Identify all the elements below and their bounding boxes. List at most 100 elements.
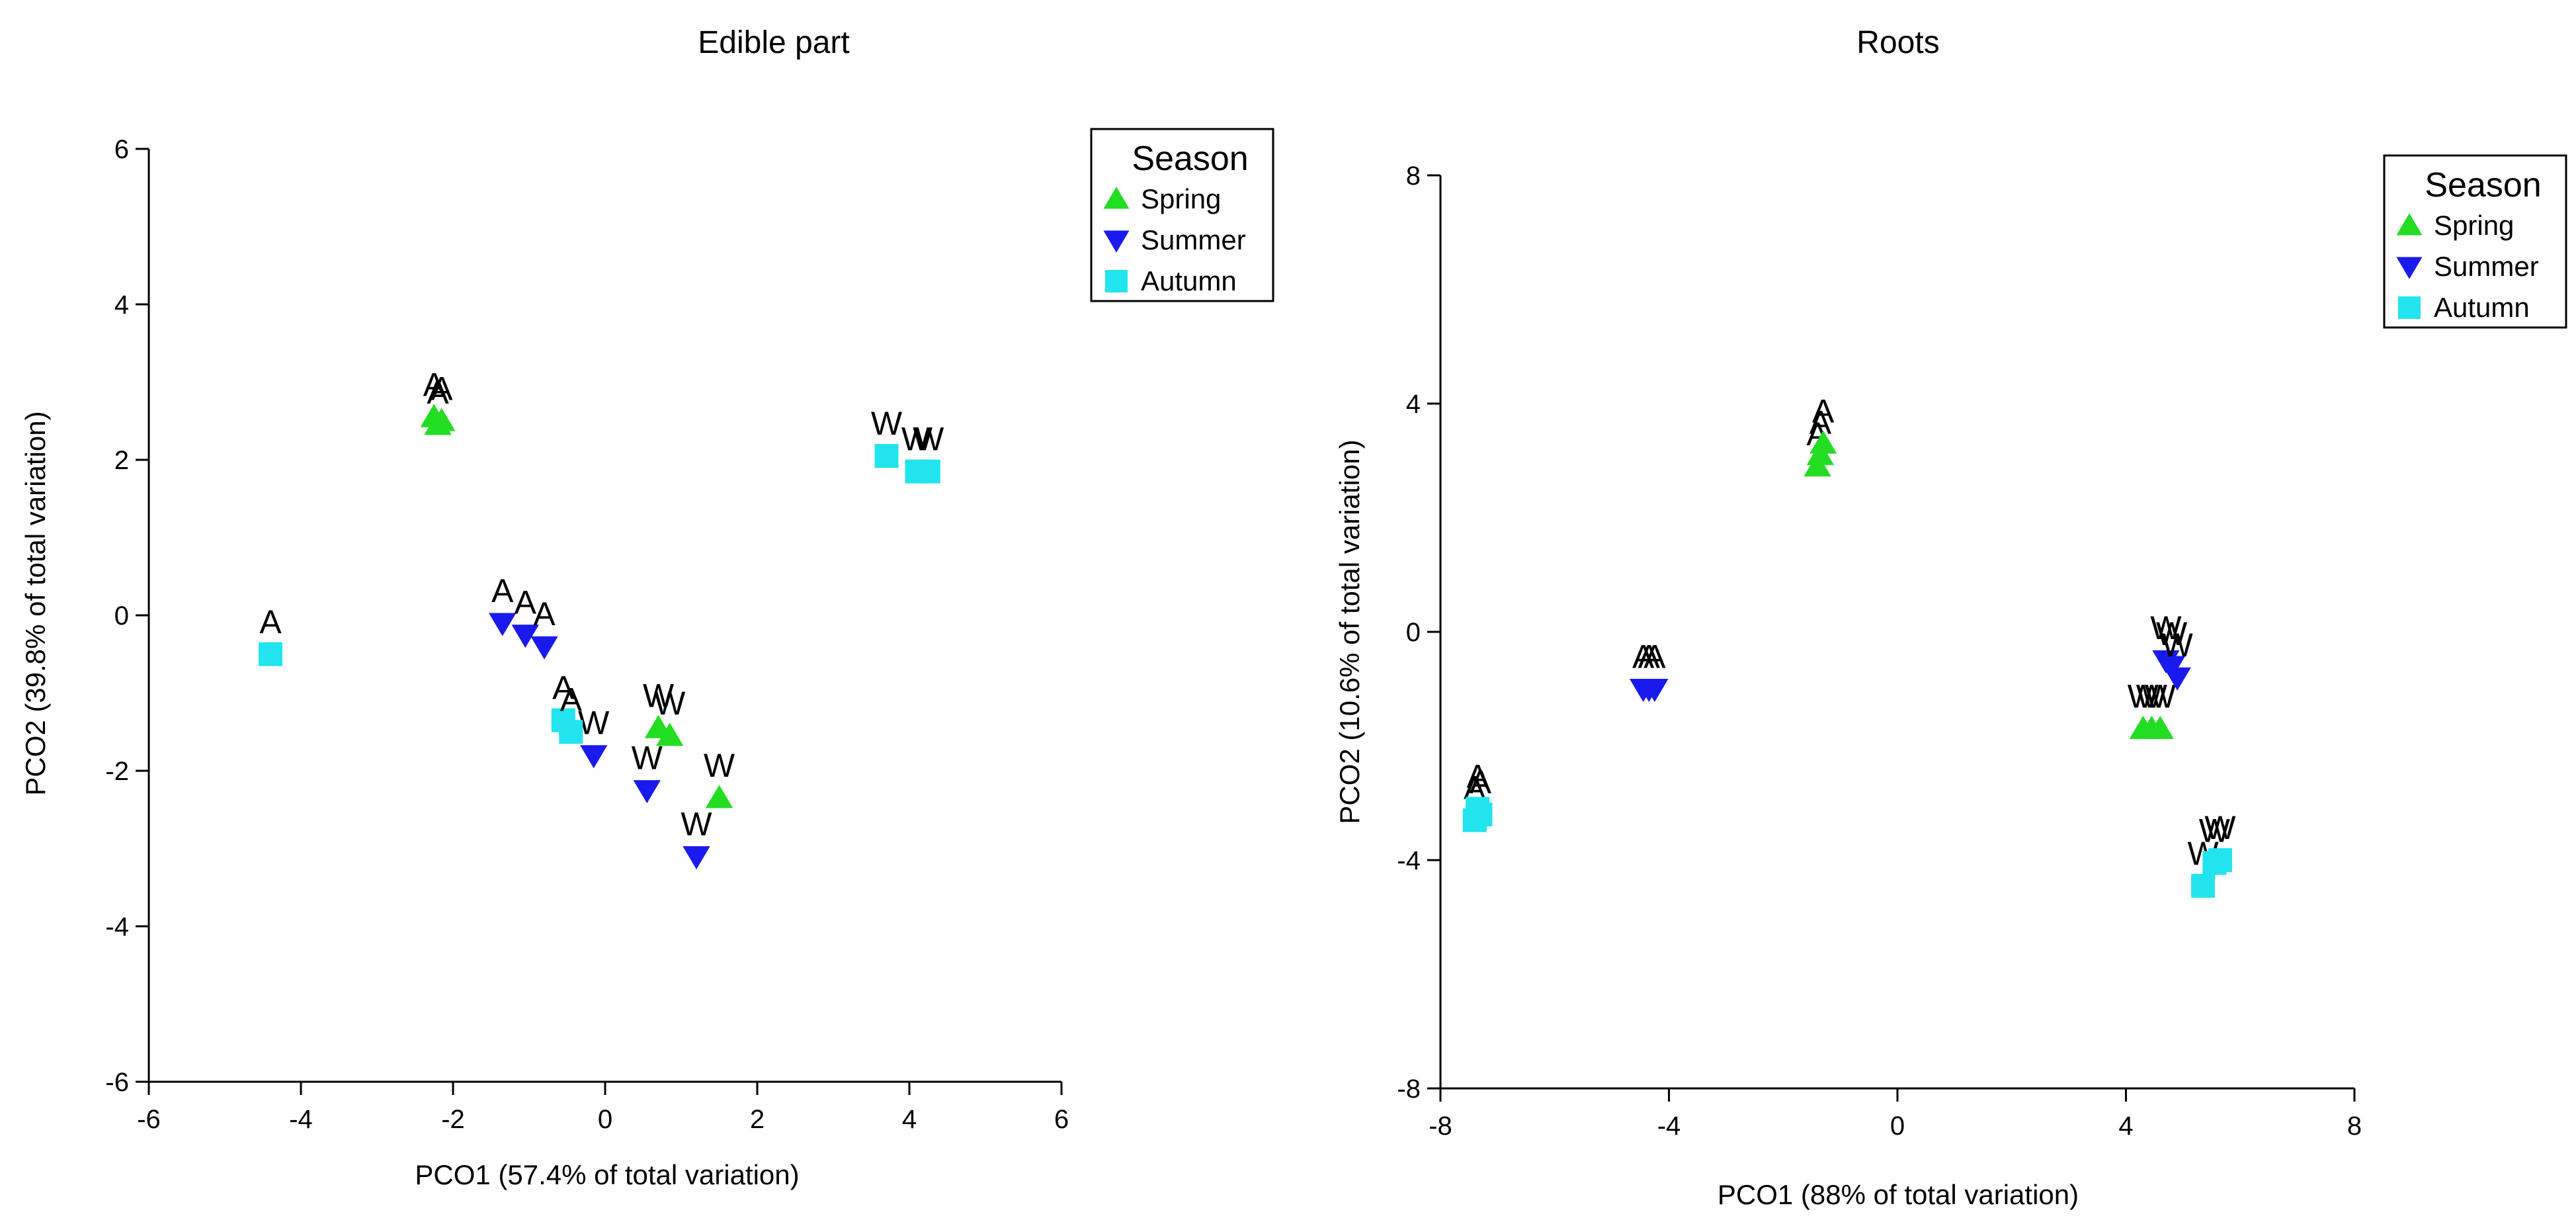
data-point (633, 780, 661, 804)
x-axis-title: PCO1 (88% of total variation) (1718, 1179, 2079, 1210)
legend-marker (1103, 230, 1130, 253)
legend: Season Spring Summer Autumn (1090, 128, 1274, 302)
y-tick-label: -8 (1397, 1074, 1421, 1104)
point-label: W (2156, 615, 2188, 652)
point-label: W (2199, 812, 2231, 849)
legend: Season Spring Summer Autumn (2383, 154, 2567, 329)
point-label: A (1812, 392, 1835, 429)
point-label: A (515, 584, 537, 621)
x-tick-label: 4 (902, 1105, 917, 1134)
point-label: W (2128, 678, 2159, 715)
legend-marker (2398, 296, 2421, 319)
legend-label: Spring (1141, 183, 1221, 214)
point-label: W (901, 421, 933, 458)
point-label: W (578, 705, 610, 742)
point-label: W (632, 739, 663, 776)
point-label: W (654, 685, 686, 722)
data-point (428, 408, 456, 431)
data-point (2163, 667, 2191, 691)
legend-marker (1105, 270, 1128, 292)
point-label: W (643, 677, 675, 714)
data-point (559, 720, 583, 744)
point-label: A (552, 670, 575, 707)
y-axis-title: PCO2 (39.8% of total variation) (20, 411, 51, 795)
y-tick-label: 4 (1406, 390, 1421, 419)
y-axis-title: PCO2 (10.6% of total variation) (1334, 439, 1365, 824)
point-label: A (491, 572, 514, 609)
point-label: W (2204, 809, 2236, 846)
data-point (511, 625, 539, 648)
axes: -8 -4 0 4 8 -8 -4 0 4 8 (1397, 161, 2362, 1141)
point-label: A (1643, 638, 1666, 675)
axes: -6 -4 -2 0 2 4 6 -6 -4 -2 0 2 4 6 (105, 135, 1069, 1134)
point-label: W (871, 405, 903, 442)
x-axis-title: PCO1 (57.4% of total variation) (415, 1159, 799, 1190)
legend-marker (2396, 257, 2423, 279)
data-point (2146, 715, 2175, 739)
data-point (1468, 803, 1493, 826)
point-label: A (423, 366, 446, 403)
point-label: W (2145, 678, 2177, 715)
point-label: W (681, 805, 712, 842)
point-label: A (1638, 638, 1661, 675)
x-tick-label: -6 (137, 1105, 161, 1134)
y-tick-label: -2 (105, 757, 129, 786)
y-tick-label: -6 (105, 1068, 129, 1097)
legend-label: Summer (1141, 224, 1246, 255)
chart-title: Edible part (698, 25, 849, 60)
x-tick-label: 6 (1054, 1105, 1069, 1134)
y-tick-label: 8 (1406, 161, 1421, 191)
legend-title: Season (1132, 140, 1248, 178)
point-label: W (2162, 627, 2194, 664)
y-tick-label: 4 (114, 290, 129, 320)
legend-label: Summer (2434, 251, 2539, 282)
x-tick-label: 8 (2347, 1112, 2362, 1141)
legend-marker (1103, 187, 1130, 209)
legend-label: Spring (2434, 210, 2514, 241)
point-label: A (1466, 758, 1489, 795)
data-point (259, 642, 282, 666)
legend-label: Autumn (2434, 292, 2530, 323)
legend-marker (2396, 213, 2423, 236)
chart-edible-part: Edible part PCO1 (57.4% of total variati… (20, 25, 1274, 1190)
y-tick-label: -4 (105, 912, 129, 941)
legend-label: Autumn (1141, 265, 1237, 296)
point-label: A (1632, 638, 1655, 675)
data-point (916, 459, 940, 484)
data-point (2191, 873, 2216, 898)
x-tick-label: 0 (598, 1105, 612, 1134)
x-tick-label: 4 (2118, 1112, 2133, 1141)
x-tick-label: -2 (441, 1105, 465, 1134)
point-label: A (259, 603, 282, 640)
data-point (705, 785, 733, 809)
point-label: A (431, 370, 453, 407)
point-label: A (1809, 404, 1832, 441)
x-tick-label: 2 (750, 1105, 765, 1134)
x-tick-label: -8 (1429, 1112, 1452, 1141)
point-label: A (1470, 764, 1492, 801)
point-label: W (913, 421, 944, 458)
point-label: W (2136, 678, 2168, 715)
legend-title: Season (2425, 166, 2541, 204)
data-point (580, 745, 608, 769)
data-point (530, 636, 558, 660)
point-label: W (704, 747, 735, 784)
data-point (1641, 678, 1669, 703)
data-point (874, 444, 899, 468)
x-tick-label: -4 (289, 1105, 313, 1134)
data-point (2208, 848, 2233, 872)
data-point (656, 722, 684, 746)
point-label: A (560, 681, 583, 718)
data-point (489, 613, 517, 636)
y-tick-label: 2 (114, 446, 129, 475)
point-label: A (427, 374, 449, 411)
chart-roots: Roots PCO1 (88% of total variation) PCO2… (1334, 25, 2567, 1210)
y-tick-label: 0 (114, 601, 129, 631)
x-tick-label: 0 (1890, 1112, 1905, 1141)
data-point (1809, 430, 1837, 454)
y-tick-label: -4 (1397, 846, 1421, 875)
data-point (683, 846, 710, 870)
